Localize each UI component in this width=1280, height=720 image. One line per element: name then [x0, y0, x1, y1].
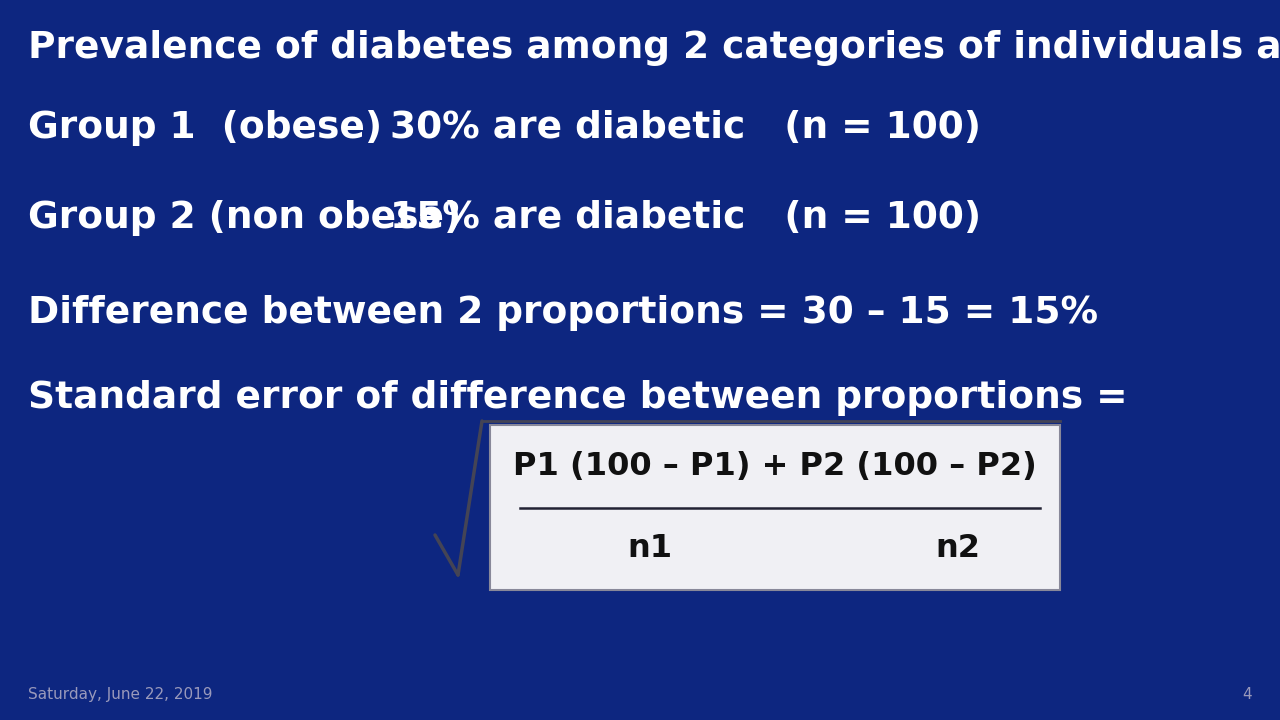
Text: Group 1  (obese): Group 1 (obese) — [28, 110, 383, 146]
Text: Prevalence of diabetes among 2 categories of individuals are given: Prevalence of diabetes among 2 categorie… — [28, 30, 1280, 66]
Text: 15% are diabetic   (n = 100): 15% are diabetic (n = 100) — [390, 200, 982, 236]
Text: 30% are diabetic   (n = 100): 30% are diabetic (n = 100) — [390, 110, 980, 146]
Text: P1 (100 – P1) + P2 (100 – P2): P1 (100 – P1) + P2 (100 – P2) — [513, 451, 1037, 482]
Text: Saturday, June 22, 2019: Saturday, June 22, 2019 — [28, 687, 212, 702]
Bar — [490, 425, 1060, 590]
Text: Group 2 (non obese): Group 2 (non obese) — [28, 200, 461, 236]
Text: Standard error of difference between proportions =: Standard error of difference between pro… — [28, 380, 1128, 416]
Text: Difference between 2 proportions = 30 – 15 = 15%: Difference between 2 proportions = 30 – … — [28, 295, 1098, 331]
Text: n1: n1 — [627, 534, 672, 564]
Text: n2: n2 — [934, 534, 980, 564]
Text: 4: 4 — [1243, 687, 1252, 702]
